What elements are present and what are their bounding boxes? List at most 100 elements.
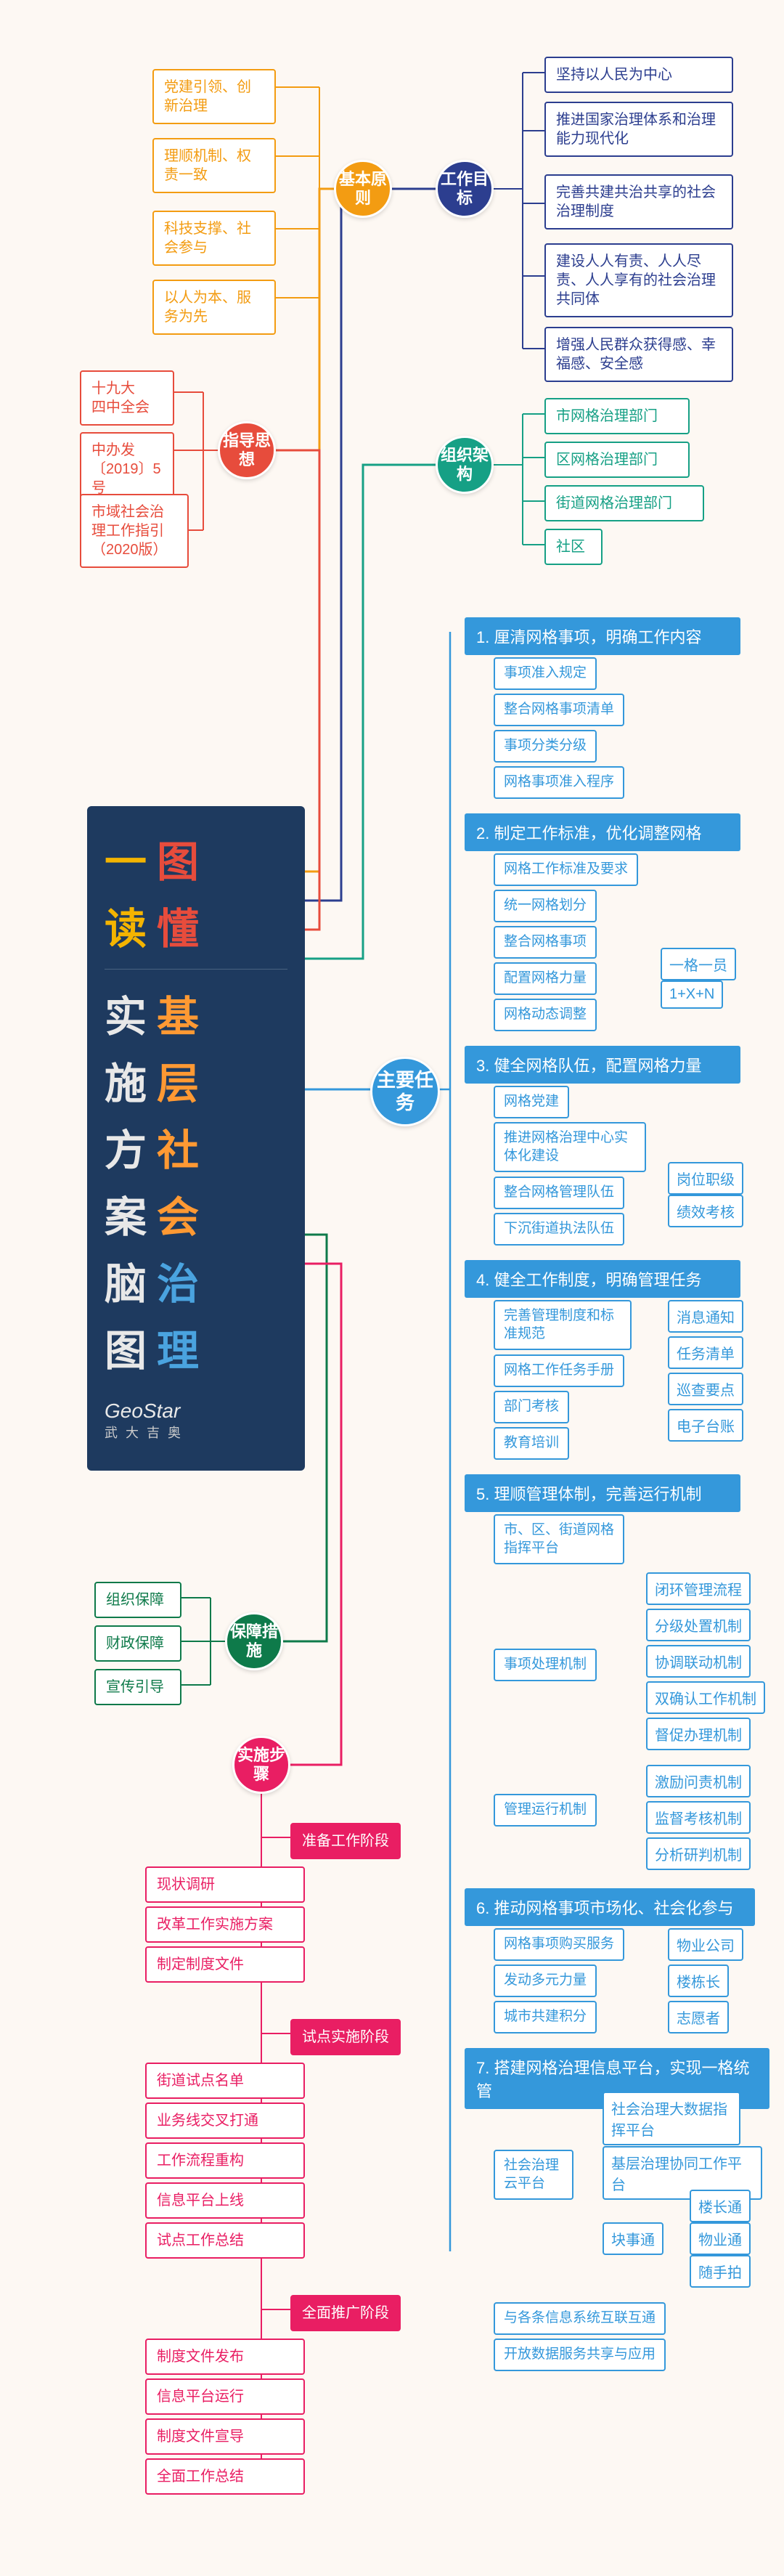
task-header: 3. 健全网格队伍，配置网格力量: [465, 1046, 740, 1084]
task-item: 整合网格事项清单: [494, 694, 624, 726]
task-extra: 楼长通: [690, 2190, 751, 2222]
goal-item: 建设人人有责、人人尽责、人人享有的社会治理共同体: [544, 243, 733, 317]
t: 会: [157, 1183, 200, 1244]
badge-principles: 基本原则: [334, 160, 392, 218]
task-extra: 物业公司: [668, 1928, 743, 1961]
goal-item: 增强人民群众获得感、幸福感、安全感: [544, 327, 733, 382]
task-item: 配置网格力量: [494, 962, 597, 995]
task-extra: 监督考核机制: [646, 1801, 751, 1834]
goal-item: 推进国家治理体系和治理能力现代化: [544, 102, 733, 157]
t: 懂: [157, 895, 200, 956]
badge-steps: 实施步骤: [232, 1736, 290, 1794]
phase-header: 全面推广阶段: [290, 2295, 401, 2331]
t: 施: [105, 1049, 148, 1110]
title-card: 一 图 读 懂 实 基 施 层 方 社 案 会 脑 治 图 理: [87, 806, 305, 1471]
structure-item: 街道网格治理部门: [544, 485, 704, 521]
task-item: 网格工作任务手册: [494, 1354, 624, 1387]
task-item: 管理运行机制: [494, 1794, 597, 1827]
task-header: 5. 理顺管理体制，完善运行机制: [465, 1474, 740, 1512]
structure-item: 区网格治理部门: [544, 442, 690, 478]
task-item: 事项分类分级: [494, 730, 597, 763]
task-extra: 巡查要点: [668, 1373, 743, 1405]
t: 社: [157, 1116, 200, 1177]
t: 一: [105, 828, 148, 889]
badge-tasks: 主要任务: [370, 1057, 440, 1126]
t: 实: [105, 983, 148, 1044]
step-item: 现状调研: [145, 1866, 305, 1903]
t: 脑: [105, 1250, 148, 1311]
step-item: 制定制度文件: [145, 1946, 305, 1983]
logo-subtitle: 武 大 吉 奥: [105, 1423, 287, 1442]
task-item: 网格工作标准及要求: [494, 853, 638, 886]
task-item: 网格动态调整: [494, 999, 597, 1031]
task-extra: 楼栋长: [668, 1964, 729, 1997]
principle-item: 理顺机制、权责一致: [152, 138, 276, 193]
task-item: 下沉街道执法队伍: [494, 1213, 624, 1246]
t: 层: [157, 1049, 200, 1110]
badge-structure: 组织架构: [436, 436, 494, 494]
task-extra: 分级处置机制: [646, 1609, 751, 1641]
phase-header: 试点实施阶段: [290, 2019, 401, 2055]
task-item: 网格党建: [494, 1086, 569, 1118]
task-extra: 激励问责机制: [646, 1765, 751, 1797]
goal-item: 完善共建共治共享的社会治理制度: [544, 174, 733, 229]
principle-item: 科技支撑、社会参与: [152, 211, 276, 266]
task-item: 发动多元力量: [494, 1964, 597, 1997]
task-item: 网格事项购买服务: [494, 1928, 624, 1961]
task-item: 市、区、街道网格指挥平台: [494, 1514, 624, 1564]
principle-item: 以人为本、服务为先: [152, 280, 276, 335]
task-extra: 双确认工作机制: [646, 1681, 765, 1714]
guidance-item: 十九大 四中全会: [80, 370, 174, 426]
logo-text: GeoStar: [105, 1399, 287, 1423]
task-item: 教育培训: [494, 1427, 569, 1460]
task-header: 4. 健全工作制度，明确管理任务: [465, 1260, 740, 1298]
task-extra: 块事通: [603, 2222, 663, 2255]
goal-item: 坚持以人民为中心: [544, 57, 733, 93]
task-item: 整合网格事项: [494, 926, 597, 959]
guarantee-item: 组织保障: [94, 1582, 181, 1618]
step-item: 改革工作实施方案: [145, 1906, 305, 1943]
t: 基: [157, 983, 200, 1044]
task-extra: 社会治理大数据指挥平台: [603, 2092, 740, 2145]
task-item: 社会治理云平台: [494, 2150, 573, 2200]
principle-item: 党建引领、创新治理: [152, 69, 276, 124]
task-extra: 任务清单: [668, 1336, 743, 1369]
task-extra: 分析研判机制: [646, 1837, 751, 1870]
task-extra: 物业通: [690, 2222, 751, 2255]
badge-goals: 工作目标: [436, 160, 494, 218]
guarantee-item: 财政保障: [94, 1625, 181, 1662]
t: 图: [157, 828, 200, 889]
task-extra: 一格一员: [661, 948, 736, 980]
task-item: 部门考核: [494, 1391, 569, 1423]
mindmap-canvas: 一 图 读 懂 实 基 施 层 方 社 案 会 脑 治 图 理: [0, 0, 784, 2576]
task-item: 网格事项准入程序: [494, 766, 624, 799]
task-item: 城市共建积分: [494, 2001, 597, 2033]
task-item: 统一网格划分: [494, 890, 597, 922]
t: 理: [157, 1317, 200, 1378]
t: 读: [105, 895, 148, 956]
t: 方: [105, 1116, 148, 1177]
phase-header: 准备工作阶段: [290, 1823, 401, 1859]
t: 案: [105, 1183, 148, 1244]
step-item: 试点工作总结: [145, 2222, 305, 2259]
badge-guidance: 指导思想: [218, 421, 276, 479]
step-item: 制度文件发布: [145, 2339, 305, 2375]
guidance-item: 市域社会治理工作指引（2020版）: [80, 494, 189, 568]
task-header: 1. 厘清网格事项，明确工作内容: [465, 617, 740, 655]
task-item: 整合网格管理队伍: [494, 1177, 624, 1209]
task-extra: 协调联动机制: [646, 1645, 751, 1678]
step-item: 信息平台上线: [145, 2182, 305, 2219]
structure-item: 社区: [544, 529, 603, 565]
task-extra: 消息通知: [668, 1300, 743, 1333]
t: 图: [105, 1317, 148, 1378]
step-item: 全面工作总结: [145, 2458, 305, 2495]
task-extra: 志愿者: [668, 2001, 729, 2033]
task-extra: 随手拍: [690, 2255, 751, 2288]
step-item: 业务线交叉打通: [145, 2102, 305, 2139]
task-extra: 督促办理机制: [646, 1718, 751, 1750]
structure-item: 市网格治理部门: [544, 398, 690, 434]
step-item: 制度文件宣导: [145, 2418, 305, 2455]
task-extra: 1+X+N: [661, 980, 723, 1009]
task-extra: 绩效考核: [668, 1195, 743, 1227]
task-item: 与各条信息系统互联互通: [494, 2302, 666, 2335]
